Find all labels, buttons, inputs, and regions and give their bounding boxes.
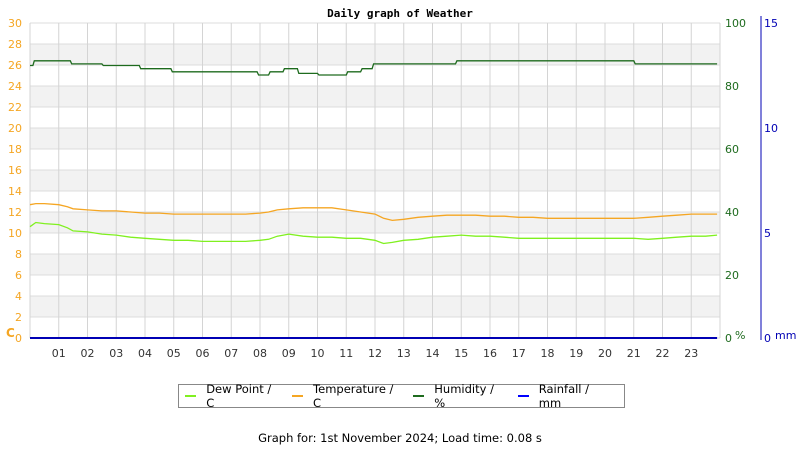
x-tick: 15 [454, 347, 468, 360]
legend-item-dew-point: Dew Point / C [185, 382, 278, 410]
chart-legend: Dew Point / C Temperature / C Humidity /… [178, 382, 625, 410]
x-tick: 19 [569, 347, 583, 360]
x-tick: 08 [253, 347, 267, 360]
y-tick-right-humidity: 20 [725, 269, 739, 282]
x-tick: 02 [81, 347, 95, 360]
x-tick: 06 [196, 347, 210, 360]
y-tick-right-humidity: 100 [725, 17, 746, 30]
y-tick-right-rainfall: 10 [764, 122, 778, 135]
y-tick-right-rainfall: 0 [764, 332, 771, 345]
legend-swatch-dew-point [185, 395, 197, 397]
y-tick-left: 6 [15, 269, 22, 282]
y-tick-left: 10 [8, 227, 22, 240]
legend-item-rainfall: Rainfall / mm [517, 382, 610, 410]
x-tick: 12 [368, 347, 382, 360]
x-tick: 14 [426, 347, 440, 360]
x-tick: 21 [627, 347, 641, 360]
y-tick-left: 18 [8, 143, 22, 156]
y-tick-left: 12 [8, 206, 22, 219]
x-tick: 11 [339, 347, 353, 360]
series-line [29, 202, 718, 222]
x-tick: 01 [52, 347, 66, 360]
legend-label-temperature: Temperature / C [313, 382, 394, 410]
y-tick-left: 30 [8, 17, 22, 30]
y-tick-right-humidity: 60 [725, 143, 739, 156]
y-tick-left: 28 [8, 38, 22, 51]
series-line [29, 221, 718, 245]
x-tick: 05 [167, 347, 181, 360]
x-axis-hours: 01 02 03 04 05 06 07 08 09 10 11 12 13 14 15 16 17 18 19 20… [52, 347, 699, 360]
weather-chart: Daily graph of Weather 02468101214161820… [6, 7, 796, 360]
x-tick: 09 [282, 347, 296, 360]
plot-grid [29, 22, 721, 339]
legend-label-dew-point: Dew Point / C [206, 382, 272, 410]
chart-title: Daily graph of Weather [327, 7, 473, 20]
legend-swatch-rainfall [517, 395, 529, 397]
y-tick-left: 4 [15, 290, 22, 303]
graph-footer: Graph for: 1st November 2024; Load time:… [258, 431, 542, 445]
y-tick-right-humidity: 80 [725, 80, 739, 93]
y-axis-right2-unit: mm [775, 329, 796, 342]
x-tick: 23 [684, 347, 698, 360]
x-tick: 03 [109, 347, 123, 360]
x-tick: 22 [656, 347, 670, 360]
legend-item-temperature: Temperature / C [291, 382, 399, 410]
y-tick-left: 0 [15, 332, 22, 345]
y-tick-right-humidity: 0 [725, 332, 732, 345]
x-tick: 18 [541, 347, 555, 360]
y-tick-left: 14 [8, 185, 22, 198]
x-tick: 13 [397, 347, 411, 360]
y-tick-left: 26 [8, 59, 22, 72]
y-tick-left: 20 [8, 122, 22, 135]
x-tick: 10 [311, 347, 325, 360]
y-tick-right-humidity: 40 [725, 206, 739, 219]
y-axis-left-unit: C [6, 326, 15, 340]
x-tick: 17 [512, 347, 526, 360]
legend-swatch-temperature [291, 395, 304, 397]
y-tick-left: 2 [15, 311, 22, 324]
legend-item-humidity: Humidity / % [413, 382, 503, 410]
y-axis-right1-unit: % [735, 329, 745, 342]
legend-label-humidity: Humidity / % [434, 382, 494, 410]
y-tick-left: 22 [8, 101, 22, 114]
series-line [30, 60, 718, 76]
y-tick-left: 24 [8, 80, 22, 93]
y-tick-left: 8 [15, 248, 22, 261]
y-axis-right-humidity: 0 20 40 60 80 100 [725, 17, 746, 345]
x-tick: 04 [138, 347, 152, 360]
y-tick-left: 16 [8, 164, 22, 177]
y-axis-right-rainfall: 0 5 10 15 [760, 16, 778, 345]
x-tick: 07 [224, 347, 238, 360]
x-tick: 16 [483, 347, 497, 360]
legend-swatch-humidity [413, 395, 425, 397]
legend-label-rainfall: Rainfall / mm [538, 382, 590, 410]
y-tick-right-rainfall: 5 [764, 227, 771, 240]
plot-series [29, 60, 718, 339]
y-tick-right-rainfall: 15 [764, 17, 778, 30]
x-tick: 20 [598, 347, 612, 360]
